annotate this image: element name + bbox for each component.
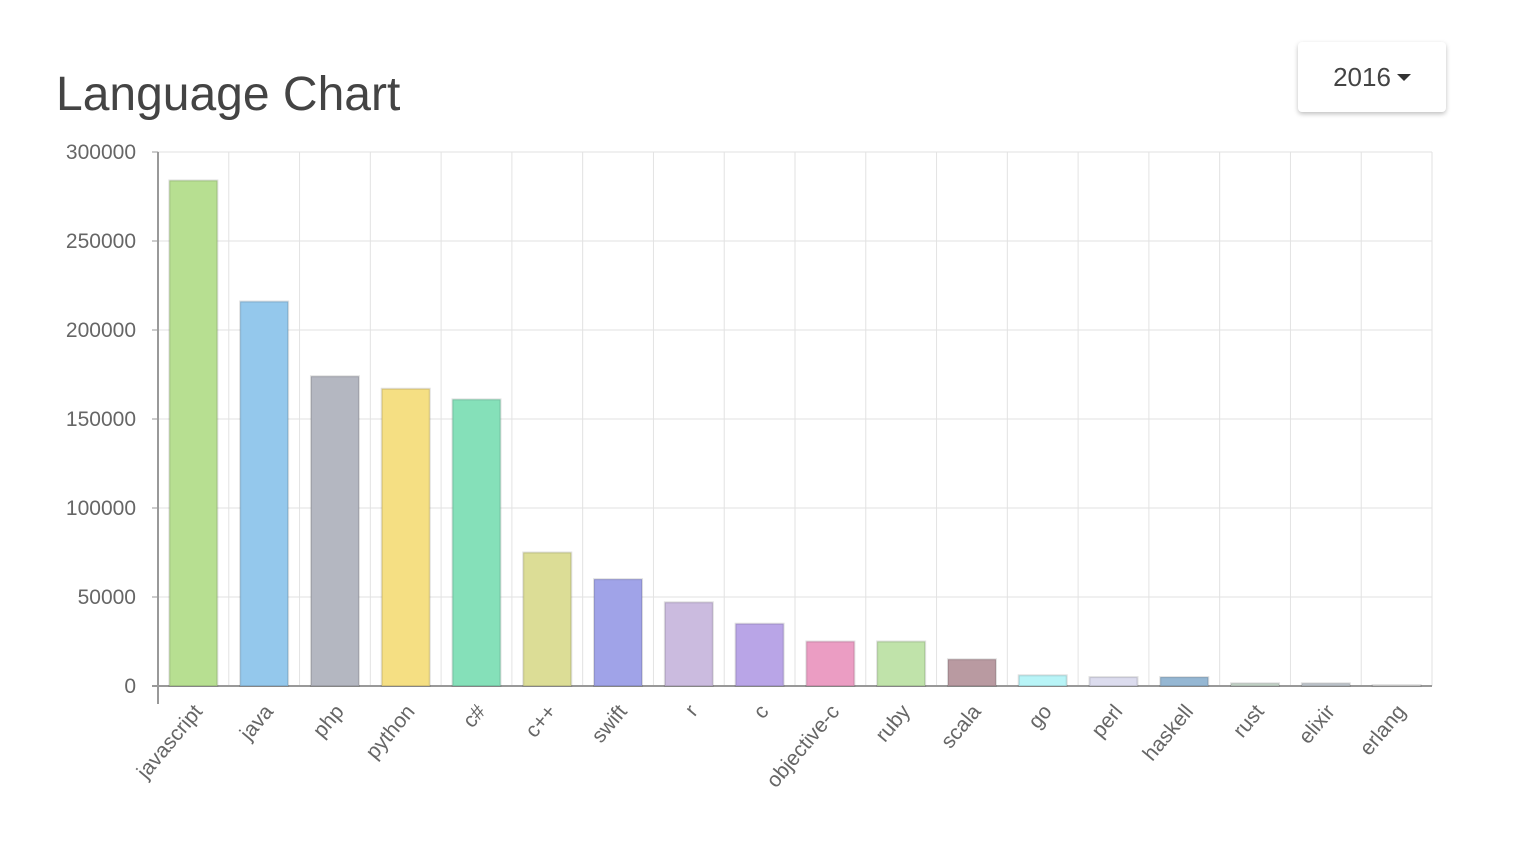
bar [593, 578, 644, 688]
y-tick-label: 0 [124, 675, 136, 698]
x-tick-label: python [361, 700, 419, 763]
x-tick-label: perl [1087, 700, 1127, 742]
bar [1017, 674, 1068, 688]
y-tick-label: 100000 [66, 497, 136, 520]
x-tick-label: r [681, 700, 703, 720]
bar [239, 300, 290, 687]
x-tick-label: c [749, 700, 773, 723]
bar [805, 640, 856, 687]
x-tick-label: c++ [521, 700, 561, 742]
x-tick-label: go [1024, 700, 1057, 733]
bar [309, 375, 360, 687]
year-label: 2016 [1333, 61, 1391, 92]
x-tick-label: elixir [1294, 700, 1339, 748]
bar [1371, 684, 1422, 688]
caret [1396, 73, 1411, 81]
bar [380, 387, 431, 687]
x-tick-label: rust [1229, 700, 1269, 742]
bar [168, 179, 219, 687]
bar [522, 551, 573, 687]
y-tick-label: 200000 [66, 319, 136, 342]
x-tick-label: scala [937, 700, 986, 753]
chart-title: Language Chart [56, 68, 400, 121]
y-tick-label: 50000 [78, 586, 136, 609]
x-tick-label: javascript [132, 700, 207, 784]
year-dropdown[interactable]: 2016 [1298, 42, 1446, 112]
bar [1230, 682, 1281, 688]
y-tick-label: 250000 [66, 230, 136, 253]
x-tick-label: c# [458, 700, 490, 732]
x-tick-label: erlang [1355, 700, 1410, 760]
x-tick-label: swift [587, 700, 632, 747]
bar [451, 398, 502, 687]
x-tick-label: haskell [1138, 700, 1198, 765]
x-tick-label: ruby [871, 700, 915, 746]
bar [1088, 676, 1139, 687]
bar [1300, 682, 1351, 688]
bar [663, 601, 714, 688]
x-tick-label: java [235, 700, 278, 745]
bar [1159, 676, 1210, 687]
bar [876, 640, 927, 687]
x-tick-label: objective-c [762, 700, 844, 792]
y-tick-label: 150000 [66, 408, 136, 431]
bar [946, 658, 997, 687]
x-tick-label: php [309, 700, 349, 742]
y-tick-label: 300000 [66, 141, 136, 164]
bar [734, 622, 785, 688]
